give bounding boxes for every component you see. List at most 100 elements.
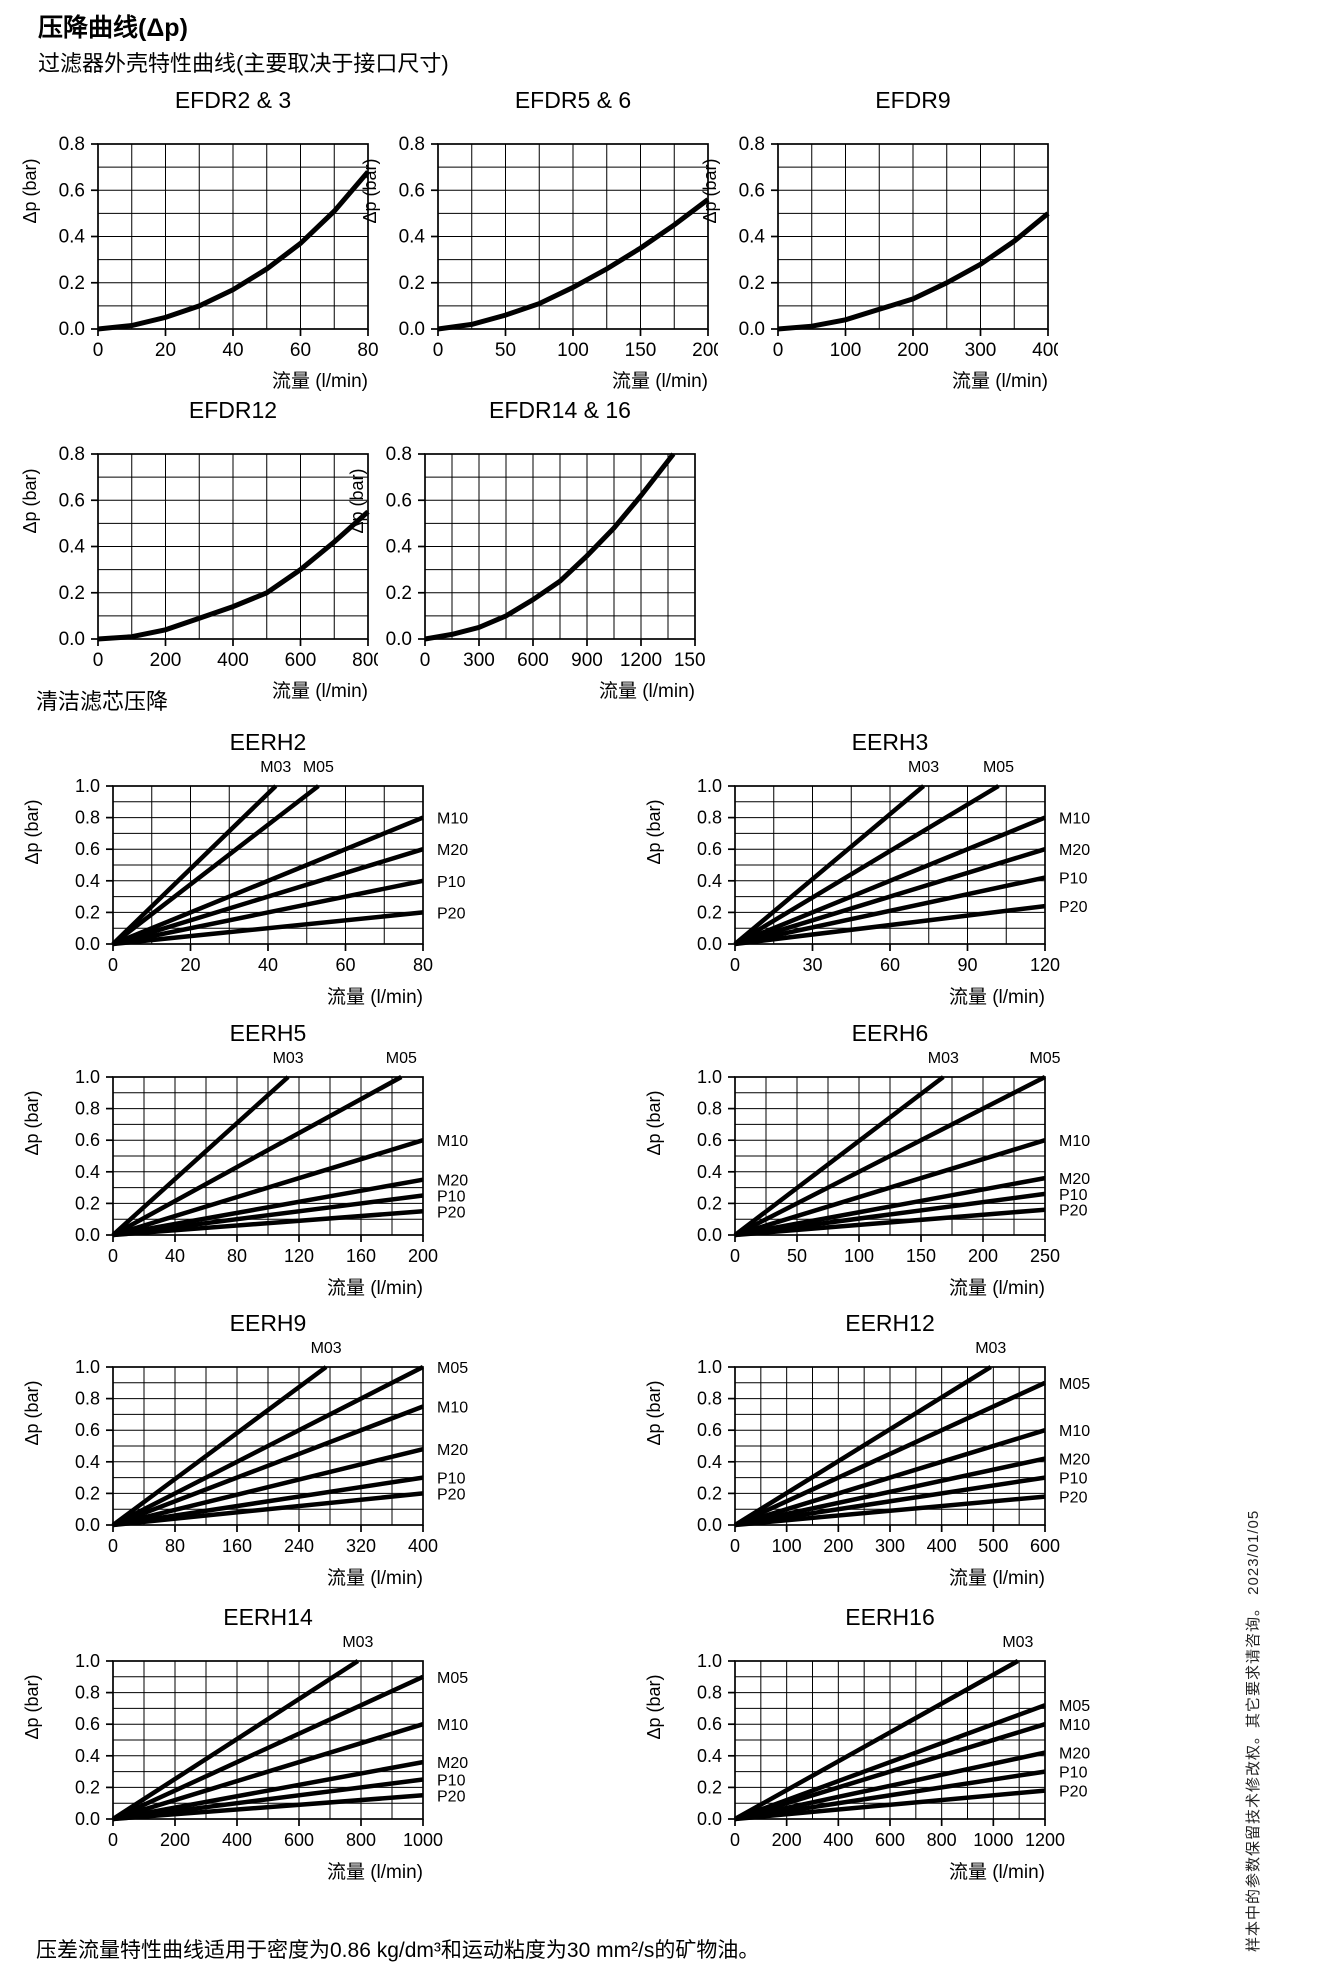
series-P20	[734, 1207, 1046, 1238]
y-tick-label: 0.6	[697, 839, 722, 859]
x-tick-label: 800	[346, 1830, 376, 1850]
x-tick-label: 200	[150, 650, 182, 671]
series-M03	[111, 1075, 290, 1237]
y-tick-label: 0.4	[697, 871, 722, 891]
y-tick-label: 0.2	[75, 1483, 100, 1503]
series-M20	[734, 1456, 1046, 1528]
y-tick-label: 0.4	[59, 227, 86, 248]
y-tick-label: 0.8	[75, 1389, 100, 1409]
y-tick-label: 1.0	[697, 1357, 722, 1377]
series-label-M20: M20	[1059, 842, 1090, 859]
chart-svg-EFDR9: EFDR9 0 100 200 300 400 0.0 0.2 0.4 0.6 0.8 流量 (l/m…	[700, 87, 1058, 392]
series-P10	[734, 1769, 1046, 1822]
x-tick-label: 900	[571, 650, 603, 671]
y-tick-label: 0.4	[697, 1452, 722, 1472]
y-tick-label: 0.8	[697, 1099, 722, 1119]
x-axis-label: 流量 (l/min)	[612, 370, 708, 392]
y-tick-label: 0.0	[739, 319, 765, 340]
series-housing-curve	[424, 452, 676, 642]
series-label-P20: P20	[437, 1788, 466, 1805]
x-tick-label: 200	[823, 1536, 853, 1556]
series-label-P20: P20	[1059, 1490, 1088, 1507]
x-tick-label: 150	[906, 1246, 936, 1266]
y-axis-label: Δp (bar)	[22, 1380, 42, 1445]
axis-ticks	[418, 453, 696, 646]
chart-title: EFDR5 & 6	[515, 87, 631, 113]
series-M10	[734, 815, 1046, 947]
series-housing-curve	[777, 211, 1050, 332]
series-M05	[733, 1074, 1047, 1238]
x-tick-label: 20	[155, 340, 176, 361]
x-tick-label: 1000	[403, 1830, 443, 1850]
y-tick-label: 0.6	[386, 490, 412, 511]
footer-note: 压差流量特性曲线适用于密度为0.86 kg/dm³和运动粘度为30 mm²/s的…	[36, 1939, 760, 1962]
series-M03	[733, 1075, 945, 1237]
x-tick-label: 160	[346, 1246, 376, 1266]
x-tick-label: 300	[463, 650, 495, 671]
plot-border	[112, 1076, 424, 1236]
x-tick-label: 800	[927, 1830, 957, 1850]
series-M10	[734, 1138, 1046, 1238]
x-tick-label: 120	[284, 1246, 314, 1266]
grid	[425, 454, 695, 639]
chart-title: EERH2	[230, 729, 307, 755]
y-tick-label: 0.6	[697, 1714, 722, 1734]
series-P10	[112, 1475, 424, 1528]
series-M10	[112, 1722, 424, 1822]
series-P20	[734, 1788, 1046, 1822]
x-tick-label: 400	[927, 1536, 957, 1556]
y-tick-label: 1.0	[75, 776, 100, 796]
x-tick-label: 90	[957, 955, 977, 975]
y-tick-label: 0.0	[697, 1515, 722, 1535]
chart-title: EERH12	[845, 1310, 934, 1336]
x-tick-label: 400	[217, 650, 249, 671]
series-label-M20: M20	[437, 1442, 468, 1459]
x-tick-label: 600	[875, 1830, 905, 1850]
series-label-M20: M20	[437, 1173, 468, 1190]
series-label-M05: M05	[437, 1360, 468, 1377]
y-tick-label: 0.0	[75, 1515, 100, 1535]
page-title: 压降曲线(Δp)	[38, 14, 188, 42]
series-label-M10: M10	[437, 811, 468, 828]
series-M03	[111, 784, 278, 946]
y-tick-label: 0.0	[75, 1809, 100, 1829]
series-housing-curve	[97, 509, 370, 642]
x-tick-label: 300	[965, 340, 997, 361]
y-tick-label: 0.0	[399, 319, 425, 340]
y-tick-label: 0.2	[697, 1193, 722, 1213]
x-tick-label: 0	[108, 1536, 118, 1556]
series-M05	[734, 1703, 1046, 1822]
x-axis-label: 流量 (l/min)	[272, 680, 368, 702]
series-P10	[112, 1777, 424, 1822]
x-tick-label: 1200	[620, 650, 662, 671]
axis-ticks	[91, 453, 369, 646]
plot-border	[734, 1076, 1046, 1236]
y-tick-label: 0.4	[75, 1746, 100, 1766]
chart-title: EERH9	[230, 1310, 307, 1336]
axis-ticks	[771, 143, 1049, 336]
series-M10	[112, 1138, 424, 1238]
y-axis-label: Δp (bar)	[20, 468, 40, 533]
chart-eerh2: EERH2 0 20 40 60 80 0.0 0.2 0.4 0.6 0.8 1.0 流量 (l/mi…	[18, 722, 533, 1014]
series-M03	[733, 784, 926, 946]
y-axis-label: Δp (bar)	[22, 1674, 42, 1739]
y-tick-label: 0.6	[75, 1714, 100, 1734]
y-tick-label: 0.0	[59, 629, 85, 650]
x-tick-label: 0	[93, 340, 104, 361]
chart-svg-EFDR5-6: EFDR5 & 6 0 50 100 150 200 0.0 0.2 0.4 0.6 0.8 流量 (…	[360, 87, 718, 392]
series-label-M05: M05	[983, 759, 1014, 776]
x-tick-label: 600	[1030, 1536, 1060, 1556]
y-tick-label: 0.6	[399, 180, 425, 201]
x-tick-label: 600	[284, 1830, 314, 1850]
series-label-M10: M10	[437, 1133, 468, 1150]
x-axis-label: 流量 (l/min)	[952, 370, 1048, 392]
series-label-M10: M10	[1059, 1423, 1090, 1440]
x-tick-label: 200	[692, 340, 718, 361]
x-tick-label: 0	[108, 955, 118, 975]
axis-ticks	[106, 1660, 424, 1826]
x-tick-label: 50	[495, 340, 516, 361]
x-tick-label: 0	[108, 1246, 118, 1266]
y-tick-label: 0.4	[75, 1162, 100, 1182]
series-M03	[111, 1659, 360, 1821]
